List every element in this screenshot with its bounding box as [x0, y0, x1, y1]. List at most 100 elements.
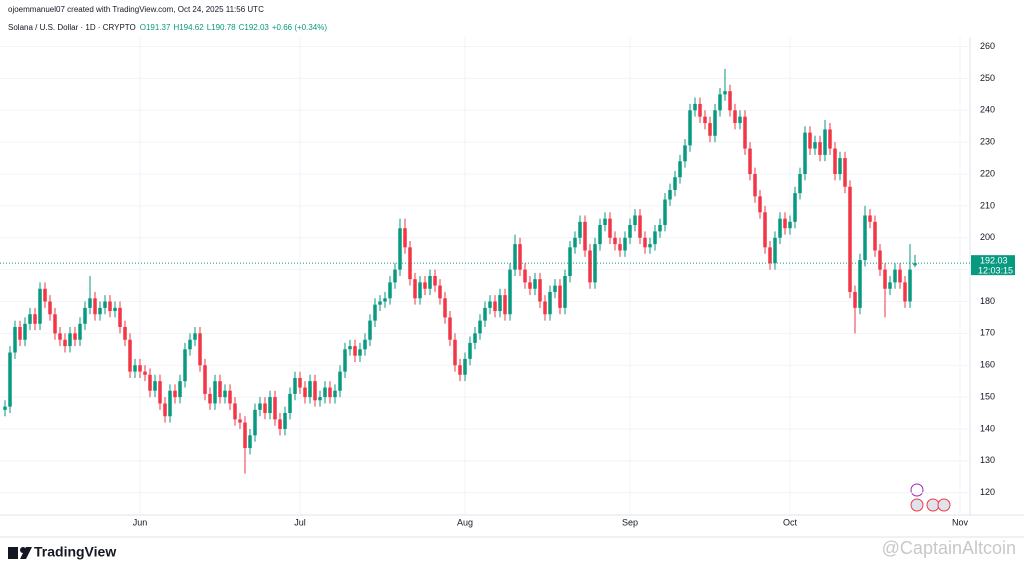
candle-body [738, 116, 742, 124]
candle-body [588, 250, 592, 283]
candle-body [498, 295, 502, 312]
candle-body [48, 301, 52, 315]
candle-body [58, 333, 62, 340]
candle-body [13, 326, 17, 353]
candle-body [503, 295, 507, 315]
candle-body [728, 91, 732, 111]
candle-body [173, 390, 177, 398]
candle-body [538, 279, 542, 302]
candle-body [858, 260, 862, 308]
candle-body [268, 397, 272, 414]
candle-body [798, 174, 802, 194]
x-tick-label: Jun [133, 517, 148, 527]
candle-body [823, 129, 827, 155]
candle-body [563, 276, 567, 308]
candle-body [18, 326, 22, 340]
candle-body [553, 285, 557, 292]
x-tick-label: Jul [294, 517, 306, 527]
candle-body [208, 393, 212, 404]
candle-body [303, 387, 307, 398]
candle-body [688, 110, 692, 146]
candle-body [638, 215, 642, 238]
ohlc-value: O191.37 [140, 23, 171, 32]
y-tick-label: 140 [980, 423, 995, 433]
ohlc-value: L190.78 [207, 23, 236, 32]
candle-body [673, 177, 677, 190]
y-tick-label: 210 [980, 200, 995, 210]
candle-body [398, 228, 402, 270]
y-tick-label: 160 [980, 360, 995, 370]
candle-body [768, 247, 772, 264]
countdown-label: 12:03:15 [978, 266, 1013, 276]
candle-body [668, 189, 672, 200]
candle-body [168, 390, 172, 417]
candle-body [273, 397, 277, 420]
candle-body [878, 250, 882, 270]
last-price-label: 192.03 [980, 256, 1008, 266]
candle-body [388, 282, 392, 299]
candle-body [533, 279, 537, 289]
candle-body [578, 221, 582, 238]
candle-body [228, 390, 232, 404]
candle-body [338, 371, 342, 391]
candle-body [393, 269, 397, 283]
x-tick-label: Aug [457, 517, 473, 527]
candle-body [358, 349, 362, 356]
candle-body [828, 129, 832, 149]
candle-body [98, 307, 102, 315]
y-tick-label: 170 [980, 328, 995, 338]
candle-body [778, 218, 782, 238]
candle-body [663, 199, 667, 226]
candle-body [263, 403, 267, 414]
candle-body [238, 419, 242, 423]
y-tick-label: 240 [980, 105, 995, 115]
ohlc-value: H194.62 [173, 23, 204, 32]
candle-body [143, 371, 147, 375]
candle-body [883, 269, 887, 289]
candle-body [403, 228, 407, 248]
logo-text: TradingView [34, 544, 116, 560]
candle-body [428, 276, 432, 289]
candle-body [423, 282, 427, 289]
candle-body [183, 349, 187, 382]
candle-body [378, 301, 382, 305]
candle-body [508, 269, 512, 315]
candle-body [478, 320, 482, 334]
candle-body [833, 148, 837, 175]
logo-mark [8, 547, 18, 559]
candle-body [133, 365, 137, 372]
candle-body [808, 132, 812, 149]
candle-body [523, 269, 527, 283]
candle-body [653, 231, 657, 245]
candle-body [723, 91, 727, 95]
candle-body [528, 282, 532, 289]
candle-body [283, 413, 287, 429]
candle-body [558, 285, 562, 308]
candle-body [848, 186, 852, 292]
candle-body [333, 390, 337, 398]
candle-body [298, 377, 302, 388]
candle-body [678, 161, 682, 178]
y-tick-label: 260 [980, 41, 995, 51]
candle-body [408, 247, 412, 280]
candle-body [123, 326, 127, 340]
candle-body [458, 365, 462, 375]
candle-body [438, 285, 442, 299]
candle-body [223, 390, 227, 398]
candle-body [213, 381, 217, 404]
candle-body [313, 381, 317, 401]
x-tick-label: Sep [622, 517, 638, 527]
candle-body [838, 158, 842, 175]
candle-body [448, 317, 452, 340]
candle-body [903, 282, 907, 302]
candle-body [463, 358, 467, 375]
candle-body [433, 276, 437, 286]
candle-body [643, 237, 647, 248]
y-tick-label: 130 [980, 455, 995, 465]
candle-body [613, 237, 617, 245]
candle-body [468, 342, 472, 359]
candle-body [753, 174, 757, 197]
candle-body [68, 333, 72, 347]
candle-body [708, 123, 712, 136]
